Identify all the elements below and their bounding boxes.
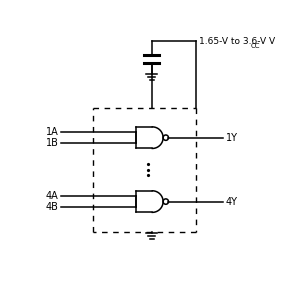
- Text: 1Y: 1Y: [226, 133, 238, 143]
- Text: 4A: 4A: [46, 191, 59, 201]
- Circle shape: [163, 135, 168, 140]
- Text: CC: CC: [250, 43, 260, 49]
- Text: 1B: 1B: [46, 138, 59, 148]
- Text: 1.65-V to 3.6-V V: 1.65-V to 3.6-V V: [200, 37, 276, 46]
- Circle shape: [163, 199, 168, 204]
- Text: 4B: 4B: [46, 202, 59, 212]
- Text: 4Y: 4Y: [226, 197, 238, 207]
- Text: 1A: 1A: [46, 127, 59, 137]
